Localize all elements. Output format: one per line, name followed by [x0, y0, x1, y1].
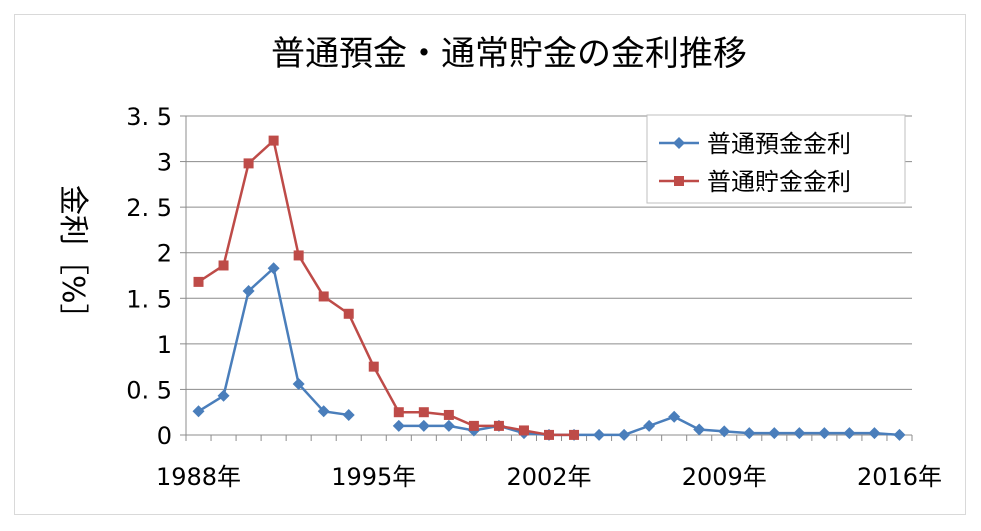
y-tick-label-1: 0. 5 [126, 376, 172, 404]
y-tick-label-4: 2 [157, 240, 172, 268]
series-0-point [242, 284, 255, 297]
grid-lines [186, 115, 912, 390]
chart-frame: 普通預金・通常貯金の金利推移 金利［%］ 0 0. 5 1 1. 5 2 2. 5 3 3. … [14, 14, 966, 515]
y-tick-label-6: 3 [157, 149, 172, 177]
series-0-point [618, 428, 631, 441]
series-0-point [868, 427, 881, 440]
series-0-point [643, 419, 656, 432]
series-0-point [693, 423, 706, 436]
series-0-point [768, 427, 781, 440]
series-1-point [493, 420, 504, 431]
series-0-point [267, 262, 280, 275]
y-tick-label-2: 1 [157, 331, 172, 359]
x-tick-label-3: 2009年 [682, 463, 767, 491]
y-tick-label-7: 3. 5 [126, 103, 172, 131]
y-tick-label-5: 2. 5 [126, 194, 172, 222]
series-1-point [268, 135, 279, 146]
series-1-point [468, 420, 479, 431]
series-0-point [417, 419, 430, 432]
series-1-point [518, 425, 529, 436]
series-0-point [217, 389, 230, 402]
series-1-line [197, 138, 575, 437]
series-0-point [743, 427, 756, 440]
chart-title: 普通預金・通常貯金の金利推移 [271, 34, 747, 74]
legend-marker-1 [674, 176, 684, 186]
series-0-point [818, 427, 831, 440]
series-1-point [218, 260, 229, 271]
series-0-point [718, 425, 731, 438]
series-1-point [443, 409, 454, 420]
series-1-point [569, 429, 580, 440]
y-axis-label: 金利［%］ [55, 185, 90, 334]
legend-label-0: 普通預金金利 [707, 130, 851, 158]
series-1-point [293, 250, 304, 261]
x-tick-labels: 1988年 1995年 2002年 2009年 2016年 [156, 463, 942, 491]
series-1-point [343, 308, 354, 319]
series-0-point [442, 419, 455, 432]
legend-label-1: 普通貯金金利 [707, 168, 851, 196]
series-1-point [418, 407, 429, 418]
x-tick-label-4: 2016年 [857, 463, 942, 491]
chart-svg: 普通預金・通常貯金の金利推移 金利［%］ 0 0. 5 1 1. 5 2 2. 5 3 3. … [55, 34, 942, 491]
series-1-point [243, 158, 254, 169]
legend-box [646, 114, 906, 204]
series-0-point [843, 427, 856, 440]
series-0-point [392, 419, 405, 432]
series-1-point [318, 291, 329, 302]
series-group [192, 135, 906, 441]
x-tick-label-0: 1988年 [156, 463, 241, 491]
y-tick-label-3: 1. 5 [126, 285, 172, 313]
series-0 [192, 262, 906, 441]
series-1-point [193, 276, 204, 287]
x-tick-label-1: 1995年 [331, 463, 416, 491]
series-0-point [192, 405, 205, 418]
series-0-point [893, 428, 906, 441]
series-0-point [593, 428, 606, 441]
series-0-point [793, 427, 806, 440]
series-0-point [317, 405, 330, 418]
series-1-point [368, 361, 379, 372]
series-0-point [292, 377, 305, 390]
legend-marker-0 [673, 137, 685, 149]
y-tick-label-0: 0 [157, 422, 172, 450]
series-0-point [342, 408, 355, 421]
series-1 [193, 135, 580, 440]
series-1-point [393, 407, 404, 418]
series-0-point [668, 410, 681, 423]
series-1-point [544, 429, 554, 440]
x-tick-label-2: 2002年 [506, 463, 591, 491]
y-tick-labels: 0 0. 5 1 1. 5 2 2. 5 3 3. 5 [126, 103, 172, 450]
